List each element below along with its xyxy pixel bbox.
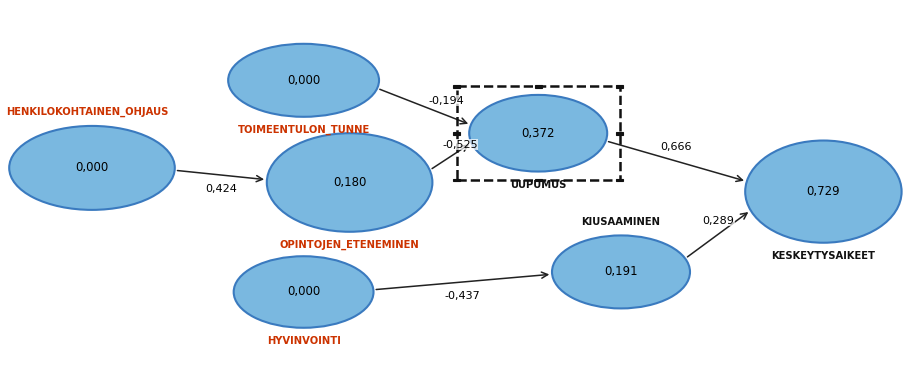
- Bar: [616, 132, 623, 135]
- Ellipse shape: [9, 126, 175, 210]
- Ellipse shape: [744, 141, 901, 243]
- Text: 0,191: 0,191: [604, 265, 637, 278]
- Bar: [616, 178, 623, 181]
- Text: TOIMEENTULON_TUNNE: TOIMEENTULON_TUNNE: [237, 125, 369, 135]
- Ellipse shape: [233, 256, 373, 328]
- Text: KESKEYTYSAIKEET: KESKEYTYSAIKEET: [770, 251, 875, 261]
- Bar: [453, 85, 460, 88]
- Text: 0,424: 0,424: [205, 184, 236, 194]
- Bar: [456, 87, 619, 180]
- Bar: [616, 85, 623, 88]
- Text: UUPUMUS: UUPUMUS: [509, 180, 566, 189]
- Text: 0,289: 0,289: [701, 216, 733, 226]
- Text: 0,180: 0,180: [333, 176, 366, 189]
- Bar: [453, 132, 460, 135]
- Text: OPINTOJEN_ETENEMINEN: OPINTOJEN_ETENEMINEN: [279, 240, 419, 250]
- Text: -0,525: -0,525: [441, 140, 477, 150]
- Text: KIUSAAMINEN: KIUSAAMINEN: [581, 218, 660, 227]
- Ellipse shape: [228, 44, 379, 117]
- Text: HENKILOKOHTAINEN_OHJAUS: HENKILOKOHTAINEN_OHJAUS: [6, 107, 168, 117]
- Text: HYVINVOINTI: HYVINVOINTI: [267, 336, 340, 346]
- Bar: [534, 178, 541, 181]
- Text: 0,372: 0,372: [521, 127, 554, 140]
- Text: 0,000: 0,000: [287, 285, 320, 299]
- Text: -0,437: -0,437: [445, 291, 480, 301]
- Ellipse shape: [551, 235, 689, 308]
- Text: 0,000: 0,000: [287, 74, 320, 87]
- Bar: [453, 178, 460, 181]
- Ellipse shape: [267, 133, 432, 232]
- Text: -0,194: -0,194: [428, 96, 464, 106]
- Text: 0,729: 0,729: [806, 185, 839, 198]
- Ellipse shape: [469, 95, 607, 172]
- Bar: [534, 85, 541, 88]
- Text: 0,000: 0,000: [75, 161, 108, 174]
- Text: 0,666: 0,666: [660, 142, 691, 152]
